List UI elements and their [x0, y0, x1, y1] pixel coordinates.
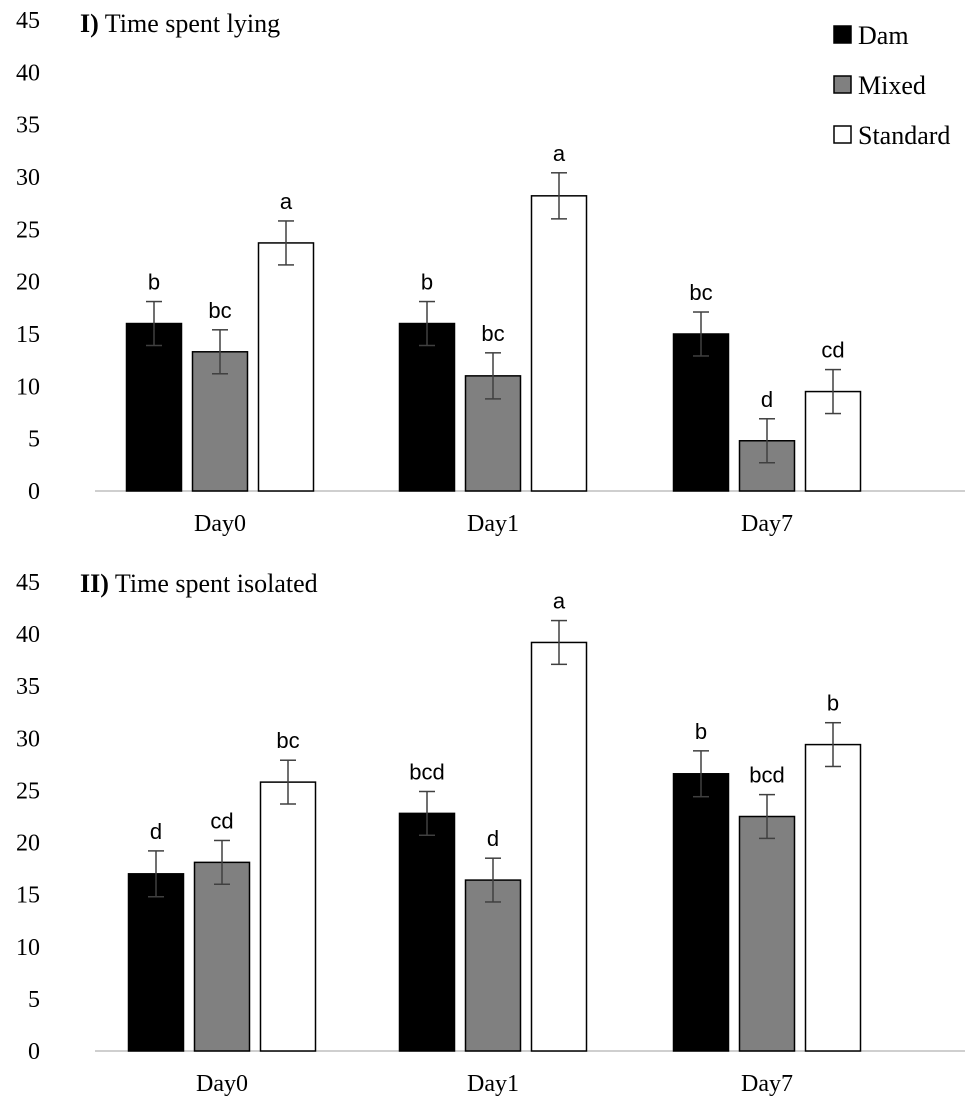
- panel-title: II) Time spent isolated: [80, 569, 318, 598]
- bar-dam-day1: [398, 812, 456, 1052]
- significance-letter: d: [761, 387, 773, 412]
- legend-label: Mixed: [858, 71, 926, 100]
- bar-mixed-day0: [191, 351, 249, 492]
- bar-dam-day7: [672, 773, 730, 1052]
- y-tick-label: 5: [28, 987, 40, 1013]
- significance-letter: d: [150, 819, 162, 844]
- y-tick-label: 35: [16, 674, 40, 700]
- bar-dam-day0: [125, 322, 183, 492]
- x-category-label: Day1: [467, 1071, 519, 1097]
- significance-letter: b: [421, 270, 433, 295]
- panel-title-text: Time spent lying: [99, 9, 280, 38]
- bar-standard-day1: [530, 641, 588, 1052]
- y-tick-label: 35: [16, 113, 40, 139]
- y-tick-label: 25: [16, 778, 40, 804]
- y-tick-label: 20: [16, 831, 40, 857]
- bar-mixed-day0: [193, 861, 251, 1052]
- significance-letter: a: [553, 589, 566, 614]
- legend-label: Standard: [858, 121, 950, 150]
- bar-mixed-day1: [464, 879, 522, 1052]
- y-tick-label: 45: [16, 570, 40, 596]
- y-tick-label: 30: [16, 726, 40, 752]
- significance-letter: bc: [689, 280, 712, 305]
- x-category-label: Day0: [196, 1071, 248, 1097]
- significance-letter: a: [280, 189, 293, 214]
- y-tick-label: 25: [16, 217, 40, 243]
- y-tick-label: 30: [16, 165, 40, 191]
- x-category-label: Day0: [194, 511, 246, 537]
- bar-standard-day0: [259, 781, 317, 1052]
- bar-dam-day0: [127, 873, 185, 1052]
- y-tick-label: 0: [28, 1039, 40, 1065]
- significance-letter: d: [487, 826, 499, 851]
- x-category-label: Day7: [741, 1071, 793, 1097]
- y-tick-label: 15: [16, 883, 40, 909]
- significance-letter: bcd: [749, 763, 784, 788]
- panel-isolated: 0 5 10 15 20 25 30 35 40 45 II) Time spent isolate…: [16, 569, 965, 1097]
- bar-dam-day7: [672, 333, 730, 492]
- significance-letter: b: [827, 691, 839, 716]
- bar-mixed-day1: [464, 375, 522, 492]
- significance-letter: b: [695, 719, 707, 744]
- y-tick-label: 0: [28, 479, 40, 505]
- significance-letter: b: [148, 270, 160, 295]
- panel-title-text: Time spent isolated: [109, 569, 318, 598]
- bar-mixed-day7: [738, 440, 796, 492]
- legend-swatch-standard: [833, 125, 852, 144]
- significance-letter: bcd: [409, 759, 444, 784]
- legend-swatch-dam: [833, 25, 852, 44]
- legend-swatch-mixed: [833, 75, 852, 94]
- bar-standard-day7: [804, 743, 862, 1052]
- y-tick-label: 10: [16, 374, 40, 400]
- bar-standard-day0: [257, 242, 315, 492]
- y-tick-label: 5: [28, 427, 40, 453]
- bar-mixed-day7: [738, 815, 796, 1052]
- y-tick-label: 45: [16, 8, 40, 34]
- bar-standard-day1: [530, 195, 588, 492]
- y-tick-label: 40: [16, 622, 40, 648]
- legend: Dam Mixed Standard: [833, 21, 950, 150]
- x-category-label: Day1: [467, 511, 519, 537]
- legend-label: Dam: [858, 21, 909, 50]
- panel-label: II): [80, 569, 109, 598]
- x-category-label: Day7: [741, 511, 793, 537]
- significance-letter: bc: [208, 298, 231, 323]
- significance-letter: bc: [481, 321, 504, 346]
- significance-letter: cd: [821, 338, 844, 363]
- panel-label: I): [80, 9, 99, 38]
- significance-letter: a: [553, 141, 566, 166]
- y-tick-label: 20: [16, 270, 40, 296]
- y-tick-label: 15: [16, 322, 40, 348]
- y-tick-label: 40: [16, 60, 40, 86]
- y-tick-label: 10: [16, 935, 40, 961]
- bar-dam-day1: [398, 322, 456, 492]
- significance-letter: cd: [210, 808, 233, 833]
- significance-letter: bc: [276, 728, 299, 753]
- panel-title: I) Time spent lying: [80, 9, 280, 38]
